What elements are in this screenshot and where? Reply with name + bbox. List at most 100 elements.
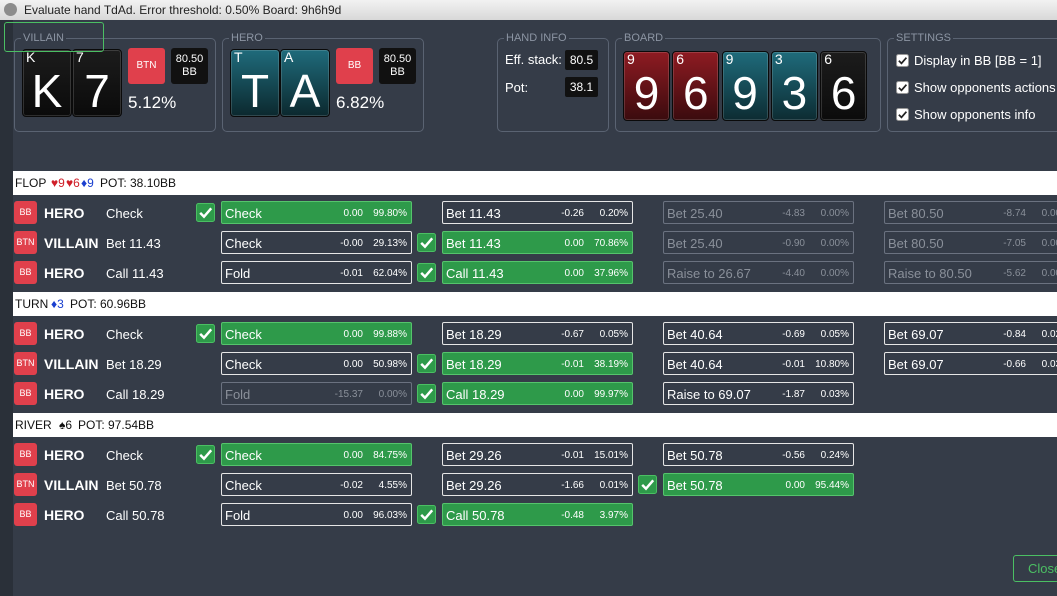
option-ev[interactable]: -15.37 (334, 389, 363, 400)
setting-label[interactable]: Show opponents actions (914, 80, 1056, 95)
action-option[interactable]: Bet 18.29 -0.01 38.19% (442, 352, 633, 375)
option-action[interactable]: Bet 11.43 (446, 206, 501, 221)
option-freq[interactable]: 29.13% (373, 238, 407, 249)
action-option[interactable]: Bet 80.50 -7.05 0.00% (884, 231, 1057, 254)
action-option[interactable]: Raise to 80.50 -5.62 0.00% (884, 261, 1057, 284)
close-button[interactable]: Close (1013, 555, 1057, 582)
option-ev[interactable]: -0.90 (782, 238, 805, 249)
option-action[interactable]: Bet 29.26 (446, 448, 502, 463)
option-ev[interactable]: -0.01 (561, 450, 584, 461)
action-option[interactable]: Bet 69.07 -0.66 0.03% (884, 352, 1057, 375)
action-option[interactable]: Check -0.00 29.13% (221, 231, 412, 254)
option-action[interactable]: Check (225, 478, 262, 493)
action-option[interactable]: Raise to 69.07 -1.87 0.03% (663, 382, 854, 405)
option-ev[interactable]: 0.00 (343, 208, 363, 219)
option-action[interactable]: Raise to 26.67 (667, 266, 751, 281)
option-action[interactable]: Bet 80.50 (888, 236, 944, 251)
option-ev[interactable]: -0.48 (561, 510, 584, 521)
option-freq[interactable]: 0.00% (1041, 238, 1057, 249)
option-ev[interactable]: -4.83 (782, 208, 805, 219)
action-option[interactable]: Check -0.02 4.55% (221, 473, 412, 496)
option-action[interactable]: Raise to 80.50 (888, 266, 972, 281)
option-ev[interactable]: -0.02 (340, 480, 363, 491)
checkbox[interactable] (896, 54, 909, 67)
option-freq[interactable]: 0.00% (378, 389, 407, 400)
option-ev[interactable]: -0.67 (561, 329, 584, 340)
option-action[interactable]: Check (225, 206, 262, 221)
option-freq[interactable]: 0.05% (820, 329, 849, 340)
action-option[interactable]: Bet 25.40 -0.90 0.00% (663, 231, 854, 254)
action-option[interactable]: Bet 29.26 -1.66 0.01% (442, 473, 633, 496)
option-freq[interactable]: 38.19% (594, 359, 628, 370)
option-freq[interactable]: 0.20% (599, 208, 628, 219)
option-action[interactable]: Check (225, 236, 262, 251)
option-ev[interactable]: -0.69 (782, 329, 805, 340)
option-action[interactable]: Fold (225, 266, 251, 281)
option-action[interactable]: Bet 50.78 (667, 478, 723, 493)
option-action[interactable]: Check (225, 448, 262, 463)
option-ev[interactable]: -0.56 (782, 450, 805, 461)
option-action[interactable]: Bet 25.40 (667, 236, 723, 251)
option-freq[interactable]: 0.00% (820, 208, 849, 219)
option-freq[interactable]: 95.44% (815, 480, 849, 491)
action-option[interactable]: Fold -15.37 0.00% (221, 382, 412, 405)
action-option[interactable]: Call 50.78 -0.48 3.97% (442, 503, 633, 526)
option-freq[interactable]: 84.75% (373, 450, 407, 461)
option-ev[interactable]: -0.01 (782, 359, 805, 370)
action-option[interactable]: Bet 11.43 0.00 70.86% (442, 231, 633, 254)
option-action[interactable]: Fold (225, 387, 251, 402)
option-action[interactable]: Fold (225, 508, 251, 523)
option-ev[interactable]: 0.00 (343, 510, 363, 521)
action-option[interactable]: Call 18.29 0.00 99.97% (442, 382, 633, 405)
option-action[interactable]: Bet 40.64 (667, 327, 723, 342)
option-ev[interactable]: -5.62 (1003, 268, 1026, 279)
option-ev[interactable]: 0.00 (343, 329, 363, 340)
option-freq[interactable]: 0.03% (820, 389, 849, 400)
option-action[interactable]: Bet 80.50 (888, 206, 944, 221)
option-ev[interactable]: 0.00 (564, 268, 584, 279)
option-action[interactable]: Call 50.78 (446, 508, 505, 523)
option-freq[interactable]: 4.55% (378, 480, 407, 491)
option-action[interactable]: Check (225, 357, 262, 372)
option-freq[interactable]: 0.00% (1041, 268, 1057, 279)
option-freq[interactable]: 37.96% (594, 268, 628, 279)
option-ev[interactable]: -4.40 (782, 268, 805, 279)
option-action[interactable]: Bet 11.43 (446, 236, 501, 251)
option-ev[interactable]: -0.01 (561, 359, 584, 370)
option-freq[interactable]: 0.05% (599, 329, 628, 340)
checkbox[interactable] (896, 108, 909, 121)
option-ev[interactable]: -1.87 (782, 389, 805, 400)
option-action[interactable]: Bet 25.40 (667, 206, 723, 221)
option-ev[interactable]: 0.00 (343, 359, 363, 370)
option-freq[interactable]: 99.88% (373, 329, 407, 340)
action-option[interactable]: Fold 0.00 96.03% (221, 503, 412, 526)
setting-option[interactable]: Show opponents actions (896, 80, 1057, 96)
option-ev[interactable]: 0.00 (343, 450, 363, 461)
option-ev[interactable]: -0.01 (340, 268, 363, 279)
setting-option[interactable]: Show opponents info (896, 107, 1057, 123)
option-freq[interactable]: 0.00% (820, 268, 849, 279)
option-freq[interactable]: 0.00% (820, 238, 849, 249)
option-action[interactable]: Bet 69.07 (888, 357, 944, 372)
action-option[interactable]: Bet 69.07 -0.84 0.02% (884, 322, 1057, 345)
option-freq[interactable]: 0.03% (1041, 359, 1057, 370)
action-option[interactable]: Bet 80.50 -8.74 0.00% (884, 201, 1057, 224)
option-freq[interactable]: 0.00% (1041, 208, 1057, 219)
option-action[interactable]: Bet 40.64 (667, 357, 723, 372)
option-ev[interactable]: -0.84 (1003, 329, 1026, 340)
action-option[interactable]: Bet 11.43 -0.26 0.20% (442, 201, 633, 224)
option-freq[interactable]: 99.97% (594, 389, 628, 400)
option-freq[interactable]: 62.04% (373, 268, 407, 279)
setting-option[interactable]: Display in BB [BB = 1] (896, 53, 1057, 69)
action-option[interactable]: Bet 40.64 -0.69 0.05% (663, 322, 854, 345)
checkbox[interactable] (896, 81, 909, 94)
action-option[interactable]: Check 0.00 99.80% (221, 201, 412, 224)
option-ev[interactable]: -8.74 (1003, 208, 1026, 219)
option-action[interactable]: Raise to 69.07 (667, 387, 751, 402)
option-action[interactable]: Bet 18.29 (446, 357, 502, 372)
option-freq[interactable]: 0.02% (1041, 329, 1057, 340)
action-option[interactable]: Bet 50.78 0.00 95.44% (663, 473, 854, 496)
option-freq[interactable]: 70.86% (594, 238, 628, 249)
option-action[interactable]: Call 11.43 (446, 266, 504, 281)
option-ev[interactable]: 0.00 (564, 238, 584, 249)
